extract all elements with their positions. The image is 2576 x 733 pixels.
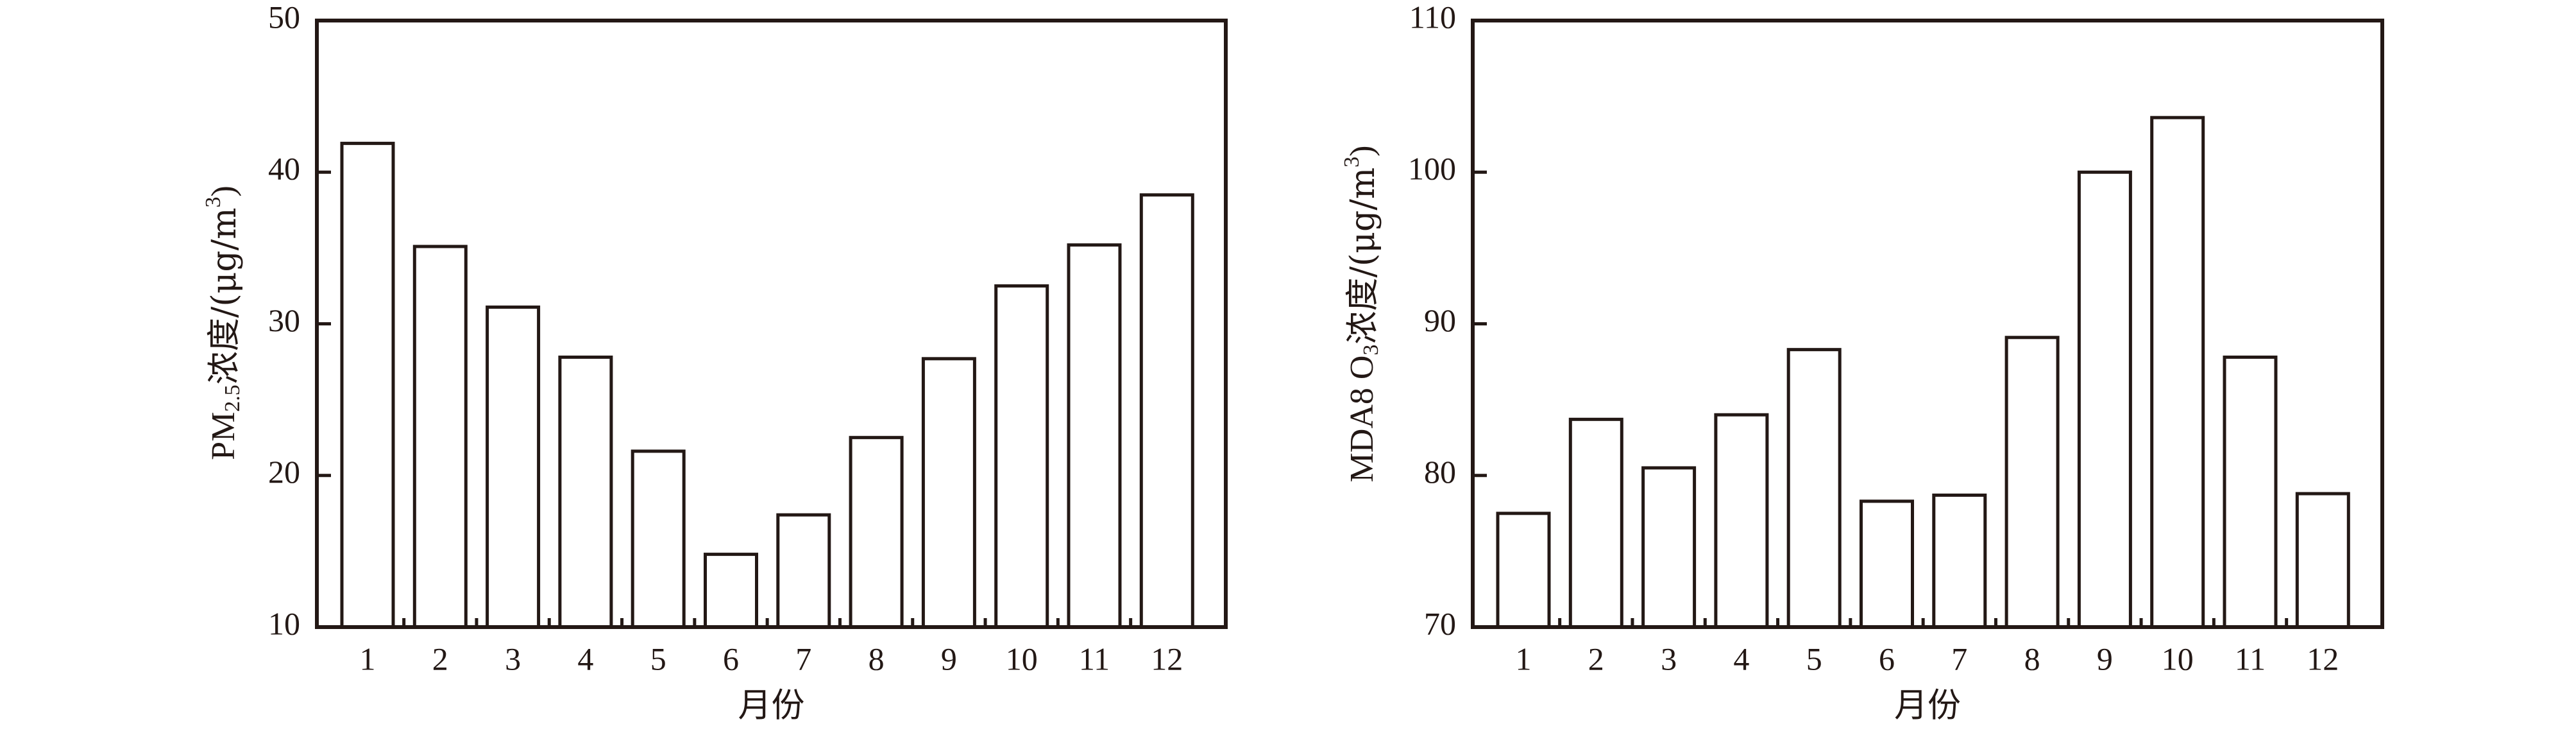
o3-x-axis-title: 月份 <box>1894 687 1961 725</box>
bar-month-6 <box>1860 499 1914 629</box>
y-tick-label: 10 <box>268 605 300 641</box>
ylabel-end: ) <box>1344 146 1380 157</box>
o3-y-tick-labels: 70 80 90 100 110 <box>1408 0 1456 641</box>
bar-month-9 <box>921 357 976 629</box>
y-tick-label: 20 <box>268 454 300 490</box>
bar-month-9 <box>2077 170 2132 629</box>
y-tick-label: 80 <box>1424 454 1456 490</box>
bar-month-2 <box>412 245 468 629</box>
pm25-y-tick-labels: 10 20 30 40 50 <box>268 0 300 641</box>
bar-month-3 <box>486 306 541 629</box>
o3-y-axis-title: MDA8 O3浓度/(μg/m3) <box>1340 146 1383 483</box>
ylabel-subscript: 3 <box>1359 345 1383 356</box>
bar-month-8 <box>2004 336 2060 629</box>
x-tick-label: 2 <box>1588 641 1604 677</box>
bar-month-3 <box>1641 466 1697 629</box>
bar-month-5 <box>1786 348 1842 629</box>
x-tick-label: 1 <box>360 641 376 677</box>
ylabel-mid: 浓度/(μg/m <box>205 207 244 384</box>
o3-x-tick-labels: 1 2 3 4 5 6 7 8 9 10 11 12 <box>1516 641 2339 677</box>
ylabel-main: PM <box>205 412 242 460</box>
bar-month-4 <box>1714 413 1769 629</box>
bar-month-11 <box>2223 355 2278 629</box>
bar-month-11 <box>1067 243 1122 629</box>
x-tick-label: 10 <box>1006 641 1038 677</box>
ylabel-superscript: 3 <box>1340 157 1364 168</box>
y-tick-label: 100 <box>1408 151 1456 187</box>
x-tick-label: 8 <box>869 641 885 677</box>
pm25-y-ticks <box>317 170 331 478</box>
pm25-plot-frame <box>315 19 1228 629</box>
x-tick-label: 3 <box>1661 641 1677 677</box>
y-tick-label: 90 <box>1424 302 1456 338</box>
x-tick-label: 6 <box>723 641 739 677</box>
pm25-y-axis-title: PM2.5浓度/(μg/m3) <box>201 185 244 460</box>
x-tick-label: 4 <box>577 641 593 677</box>
bar-month-1 <box>1496 512 1551 629</box>
x-tick-label: 1 <box>1516 641 1532 677</box>
bar-month-7 <box>1932 493 1987 629</box>
bar-month-7 <box>776 513 831 629</box>
y-tick-label: 50 <box>268 0 300 35</box>
o3-y-ticks <box>1473 170 1487 478</box>
bar-month-10 <box>2150 116 2205 629</box>
x-tick-label: 5 <box>650 641 666 677</box>
o3-plot-frame <box>1471 19 2384 629</box>
x-tick-label: 10 <box>2162 641 2194 677</box>
bar-month-6 <box>704 553 758 629</box>
x-tick-label: 2 <box>432 641 448 677</box>
x-tick-label: 7 <box>795 641 811 677</box>
ylabel-mid: 浓度/(μg/m <box>1344 168 1382 345</box>
ylabel-subscript: 2.5 <box>221 384 244 412</box>
pm25-bars <box>340 141 1194 629</box>
bar-month-4 <box>558 355 613 629</box>
bar-month-12 <box>1139 193 1194 629</box>
y-tick-label: 70 <box>1424 605 1456 641</box>
bar-month-5 <box>631 449 686 629</box>
x-tick-label: 11 <box>2235 641 2266 677</box>
x-tick-label: 12 <box>1151 641 1183 677</box>
pm25-x-tick-labels: 1 2 3 4 5 6 7 8 9 10 11 12 <box>360 641 1183 677</box>
bar-month-1 <box>340 141 395 629</box>
x-tick-label: 9 <box>941 641 957 677</box>
bar-month-12 <box>2295 492 2350 629</box>
bar-month-10 <box>994 284 1049 629</box>
x-tick-label: 12 <box>2307 641 2339 677</box>
pm25-x-axis-title: 月份 <box>738 687 804 725</box>
y-tick-label: 40 <box>268 151 300 187</box>
x-tick-label: 5 <box>1806 641 1822 677</box>
ylabel-superscript: 3 <box>201 196 225 207</box>
x-tick-label: 9 <box>2097 641 2113 677</box>
ylabel-end: ) <box>205 185 242 196</box>
x-tick-label: 7 <box>1951 641 1967 677</box>
x-tick-label: 8 <box>2024 641 2040 677</box>
bar-month-2 <box>1568 417 1623 629</box>
x-tick-label: 6 <box>1879 641 1895 677</box>
x-tick-label: 11 <box>1079 641 1110 677</box>
y-tick-label: 110 <box>1409 0 1456 35</box>
x-tick-label: 3 <box>505 641 521 677</box>
o3-bars <box>1496 116 2350 629</box>
ylabel-main: MDA8 O <box>1344 356 1380 483</box>
bar-month-8 <box>849 436 904 629</box>
x-tick-label: 4 <box>1733 641 1749 677</box>
y-tick-label: 30 <box>268 302 300 338</box>
